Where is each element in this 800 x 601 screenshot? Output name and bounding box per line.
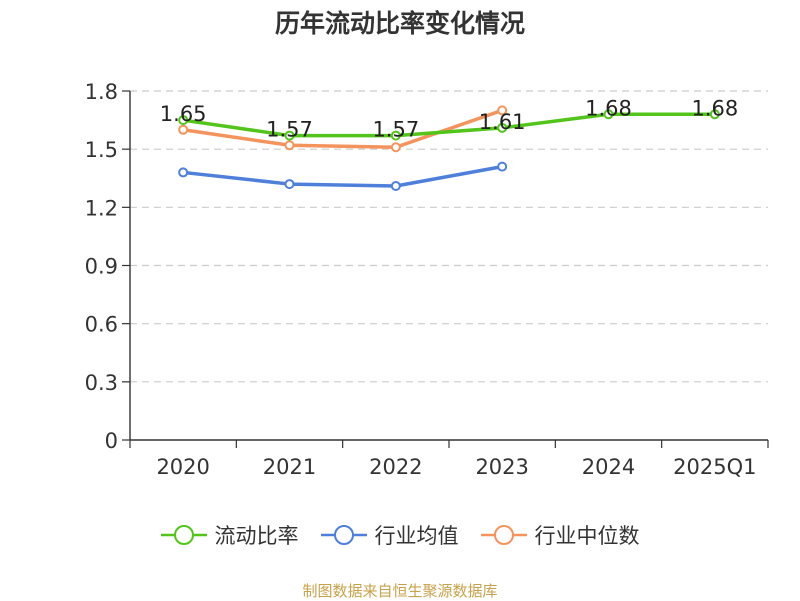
y-tick-label: 1.5	[85, 138, 118, 162]
y-tick-label: 0	[105, 429, 118, 453]
x-tick-label: 2023	[475, 455, 528, 479]
series-layer	[178, 105, 720, 192]
data-point	[497, 161, 508, 172]
data-point	[709, 109, 720, 120]
x-tick-label: 2024	[582, 455, 635, 479]
data-label: 1.61	[479, 110, 526, 134]
legend-marker-icon	[320, 525, 367, 545]
data-point	[284, 140, 295, 151]
legend-item[interactable]: 行业均值	[320, 520, 459, 550]
data-label: 1.68	[585, 96, 632, 120]
x-tick-label: 2021	[263, 455, 316, 479]
source-note: 制图数据来自恒生聚源数据库	[302, 582, 498, 600]
data-point	[390, 181, 401, 192]
data-label: 1.65	[160, 102, 207, 126]
y-tick-label: 1.2	[85, 196, 118, 220]
x-tick-label: 2020	[156, 455, 209, 479]
data-label: 1.57	[372, 118, 419, 142]
x-tick-label: 2025Q1	[673, 455, 756, 479]
grid-layer	[130, 90, 768, 383]
data-point	[178, 115, 189, 126]
data-point	[284, 179, 295, 190]
series-line	[182, 164, 503, 188]
x-tick-label: 2022	[369, 455, 422, 479]
data-point	[178, 167, 189, 178]
legend-marker-icon	[480, 525, 527, 545]
chart-title: 历年流动比率变化情况	[274, 9, 525, 38]
data-point	[390, 142, 401, 153]
data-label-layer: 1.65 1.57 1.57 1.61 1.68 1.68	[160, 96, 738, 141]
legend-label: 行业均值	[374, 524, 459, 548]
legend-label: 行业中位数	[534, 524, 640, 548]
legend-label: 流动比率	[214, 524, 299, 548]
y-tick-label: 0.3	[85, 371, 118, 395]
legend-item[interactable]: 流动比率	[160, 520, 299, 550]
axis-layer: 0 0.3 0.6 0.9 1.2 1.5 1.8 2020 2021 2022 2023 2024 2…	[85, 80, 769, 479]
legend-marker-icon	[160, 525, 207, 545]
data-label: 1.68	[691, 96, 738, 120]
data-point	[390, 130, 401, 141]
series-line	[182, 108, 503, 149]
data-point	[497, 122, 508, 133]
legend-item[interactable]: 行业中位数	[480, 520, 640, 550]
data-point	[284, 130, 295, 141]
series-line	[182, 112, 715, 138]
data-point	[178, 124, 189, 135]
legend: 流动比率 行业均值 行业中位数	[0, 520, 800, 550]
data-label: 1.57	[266, 118, 313, 142]
data-point	[497, 105, 508, 116]
data-point	[603, 109, 614, 120]
y-tick-label: 0.6	[85, 313, 118, 337]
y-tick-label: 0.9	[85, 255, 118, 279]
y-tick-label: 1.8	[85, 80, 118, 104]
